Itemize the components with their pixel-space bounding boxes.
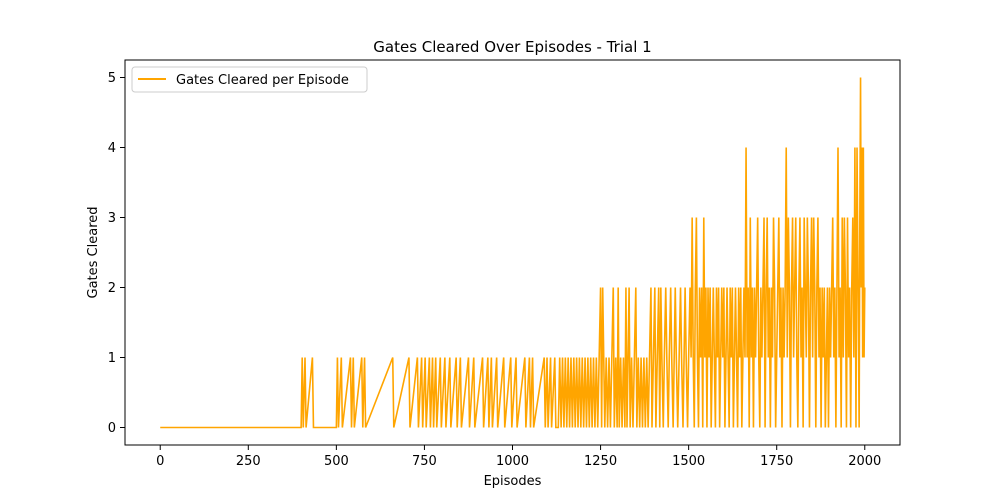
x-tick-label: 250 [236, 454, 261, 469]
x-tick-label: 500 [324, 454, 349, 469]
x-tick-label: 1500 [672, 454, 705, 469]
y-tick-label: 4 [108, 141, 116, 156]
y-tick-label: 3 [108, 211, 116, 226]
y-tick-label: 5 [108, 71, 116, 86]
x-tick-label: 0 [156, 454, 164, 469]
y-tick-label: 0 [108, 421, 116, 436]
y-tick-label: 2 [108, 281, 116, 296]
legend-label: Gates Cleared per Episode [176, 73, 349, 88]
x-tick-label: 750 [412, 454, 437, 469]
legend-box [131, 66, 368, 93]
x-tick-label: 1750 [760, 454, 793, 469]
y-tick-label: 1 [108, 351, 116, 366]
legend: Gates Cleared per Episode [131, 66, 368, 93]
series-line [160, 77, 866, 429]
x-tick-label: 1250 [584, 454, 617, 469]
chart-title: Gates Cleared Over Episodes - Trial 1 [373, 38, 651, 56]
y-axis-label: Gates Cleared [86, 206, 101, 298]
x-tick-label: 1000 [496, 454, 529, 469]
x-tick-label: 2000 [848, 454, 881, 469]
x-axis-label: Episodes [484, 474, 542, 489]
